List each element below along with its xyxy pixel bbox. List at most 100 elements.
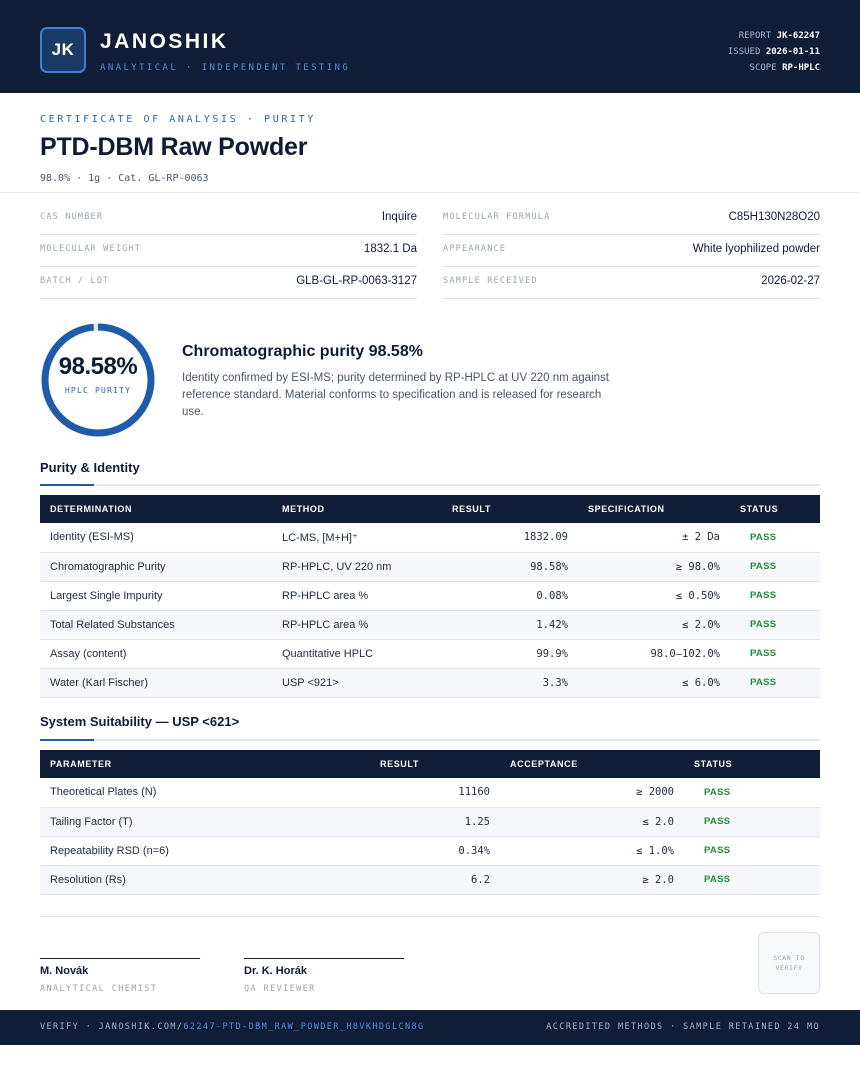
section-title-purity-identity: Purity & Identity [40,460,140,475]
cell-acceptance: ≥ 2.0 [500,865,684,895]
info-value: C85H130N28O20 [728,211,820,223]
document-eyebrow: CERTIFICATE OF ANALYSIS · PURITY [40,114,316,125]
cell-specification: ≤ 0.50% [578,581,730,611]
cell-acceptance: ≤ 2.0 [500,807,684,837]
status-badge: PASS [730,523,820,553]
page-title: PTD-DBM Raw Powder [40,133,308,161]
info-label: CAS NUMBER [40,212,104,222]
cell-determination: Identity (ESI-MS) [40,523,272,553]
signature-line [40,958,200,959]
cell-result: 1.42% [442,610,578,640]
info-label: APPEARANCE [443,244,507,254]
section-title-system-suitability: System Suitability — USP <621> [40,714,240,729]
cell-determination: Assay (content) [40,639,272,669]
cell-parameter: Repeatability RSD (n=6) [40,836,370,866]
section-rule [40,739,820,741]
table-row: Total Related Substances RP-HPLC area % 1.… [40,610,820,640]
info-value: 2026-02-27 [761,275,820,287]
table-row: Water (Karl Fischer) USP <921> 3.3% ≤ 6.0% P… [40,668,820,698]
cell-method: RP-HPLC area % [272,610,442,640]
column-header: PARAMETER [50,759,112,769]
table-row: Chromatographic Purity RP-HPLC, UV 220 nm… [40,552,820,582]
cell-result: 0.08% [442,581,578,611]
brand-tagline: ANALYTICAL · INDEPENDENT TESTING [100,63,351,73]
info-label: SAMPLE RECEIVED [443,276,538,286]
cell-method: RP-HPLC, UV 220 nm [272,552,442,582]
table-row: Resolution (Rs) 6.2 ≥ 2.0 PASS [40,865,820,895]
info-sample-received: SAMPLE RECEIVED 2026-02-27 [443,267,820,299]
cell-result: 3.3% [442,668,578,698]
purity-summary-text: Identity confirmed by ESI-MS; purity det… [182,372,609,418]
section-rule-accent [40,484,94,486]
purity-identity-rows: Identity (ESI-MS) LC-MS, [M+H]⁺ 1832.09 ± 2… [40,523,820,698]
product-subtitle: 98.0% · 1g · Cat. GL-RP-0063 [40,173,209,184]
status-badge: PASS [730,581,820,611]
signature-role: ANALYTICAL CHEMIST [40,984,158,994]
cell-determination: Total Related Substances [40,610,272,640]
table-row: Theoretical Plates (N) 11160 ≥ 2000 PASS [40,778,820,808]
table-header-row: DETERMINATION METHOD RESULT SPECIFICATIO… [40,495,820,523]
purity-ring [41,323,155,437]
system-suitability-table: PARAMETER RESULT ACCEPTANCE STATUS Theor… [40,750,820,895]
info-value: White lyophilized powder [692,243,820,255]
cell-result: 99.9% [442,639,578,669]
info-value: 1832.1 Da [363,243,417,255]
divider [0,192,860,193]
section-rule [40,484,820,486]
status-badge: PASS [730,552,820,582]
table-row: Repeatability RSD (n=6) 0.34% ≤ 1.0% PASS [40,836,820,866]
report-header: JK JANOSHIK ANALYTICAL · INDEPENDENT TES… [0,0,860,93]
column-header: RESULT [380,759,419,769]
info-molecular-weight: MOLECULAR WEIGHT 1832.1 Da [40,235,417,267]
meta-report: REPORT JK-62247 [738,31,820,41]
report-footer: VERIFY · JANOSHIK.COM/62247-PTD-DBM_RAW_… [0,1010,860,1045]
cell-result: 98.58% [442,552,578,582]
table-header-row: PARAMETER RESULT ACCEPTANCE STATUS [40,750,820,778]
column-header: RESULT [452,504,491,514]
purity-summary-title: Chromatographic purity 98.58% [182,343,423,360]
signature-name: Dr. K. Horák [244,965,307,977]
cell-specification: ≤ 6.0% [578,668,730,698]
status-badge: PASS [684,836,820,866]
signature-line [244,958,404,959]
cell-method: RP-HPLC area % [272,581,442,611]
info-label: BATCH / LOT [40,276,110,286]
verify-url[interactable]: 62247-PTD-DBM_RAW_POWDER_H8VKHDGLCN8G [183,1022,425,1032]
status-badge: PASS [730,668,820,698]
cell-method: USP <921> [272,668,442,698]
brand-name: JANOSHIK [100,30,229,53]
cell-method: Quantitative HPLC [272,639,442,669]
report-meta: REPORT JK-62247 ISSUED 2026-01-11 SCOPE … [728,28,820,76]
meta-scope: SCOPE RP-HPLC [749,63,820,73]
cell-method: LC-MS, [M+H]⁺ [272,523,442,553]
table-row: Identity (ESI-MS) LC-MS, [M+H]⁺ 1832.09 ± 2… [40,523,820,553]
purity-ring-arc [41,323,155,437]
cell-result: 6.2 [370,865,500,895]
info-value: Inquire [381,211,417,223]
cell-parameter: Tailing Factor (T) [40,807,370,837]
column-header: METHOD [282,504,325,514]
info-molecular-formula: MOLECULAR FORMULA C85H130N28O20 [443,203,820,235]
section-rule-accent [40,739,94,741]
cell-result: 0.34% [370,836,500,866]
cell-specification: ≤ 2.0% [578,610,730,640]
qr-verify-code[interactable]: SCAN TO VERIFY [758,932,820,994]
table-row: Assay (content) Quantitative HPLC 99.9% 98.… [40,639,820,669]
info-label: MOLECULAR WEIGHT [40,244,142,254]
column-header: STATUS [694,759,733,769]
cell-specification: ± 2 Da [578,523,730,553]
signature-role: QA REVIEWER [244,984,316,994]
cell-specification: ≥ 98.0% [578,552,730,582]
verify-prefix: VERIFY · JANOSHIK.COM/ [40,1022,184,1032]
column-header: DETERMINATION [50,504,133,514]
purity-identity-table: DETERMINATION METHOD RESULT SPECIFICATIO… [40,495,820,698]
column-header: STATUS [740,504,779,514]
cell-parameter: Theoretical Plates (N) [40,778,370,808]
signature-name: M. Novák [40,965,89,977]
divider [40,916,820,917]
cell-result: 1832.09 [442,523,578,553]
verify-link[interactable]: VERIFY · JANOSHIK.COM/62247-PTD-DBM_RAW_… [40,1022,425,1032]
brand-logo: JK [40,27,86,73]
status-badge: PASS [684,865,820,895]
meta-issued: ISSUED 2026-01-11 [727,47,820,57]
